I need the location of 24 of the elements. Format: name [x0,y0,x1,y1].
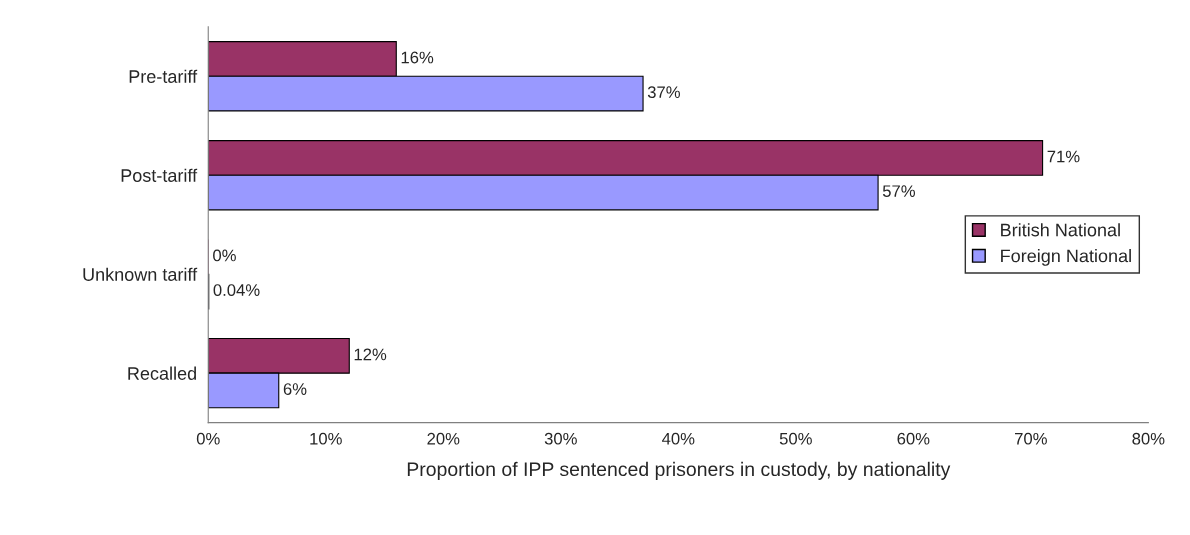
data-label: 57% [882,185,915,198]
data-label: 37% [647,86,680,99]
x-tick-label: 70% [1015,432,1047,445]
legend-label: British National [1001,223,1120,237]
x-tick-label: 20% [427,432,460,445]
x-tick-label: 30% [544,432,577,445]
x-tick-label: 60% [897,432,930,445]
data-label: 0% [213,249,236,262]
y-tick-label: Recalled [128,366,196,380]
y-tick-label: Unknown tariff [83,267,198,281]
x-tick-label: 0% [196,432,220,445]
x-tick-label: 50% [779,432,812,445]
legend-label: Foreign National [1001,249,1131,266]
data-label: 6% [283,383,307,395]
x-axis-title: Proportion of IPP sentenced prisoners in custody, by nationality [407,461,951,480]
data-label: 71% [1047,150,1080,163]
x-tick-label: 10% [310,432,342,445]
y-tick-label: Pre-tariff [129,69,198,83]
y-tick-label: Post-tariff [121,168,198,182]
data-label: 12% [354,348,387,361]
x-tick-label: 80% [1132,432,1165,445]
data-label: 16% [401,51,434,64]
x-tick-label: 40% [662,432,695,445]
data-label: 0.04% [213,284,260,296]
